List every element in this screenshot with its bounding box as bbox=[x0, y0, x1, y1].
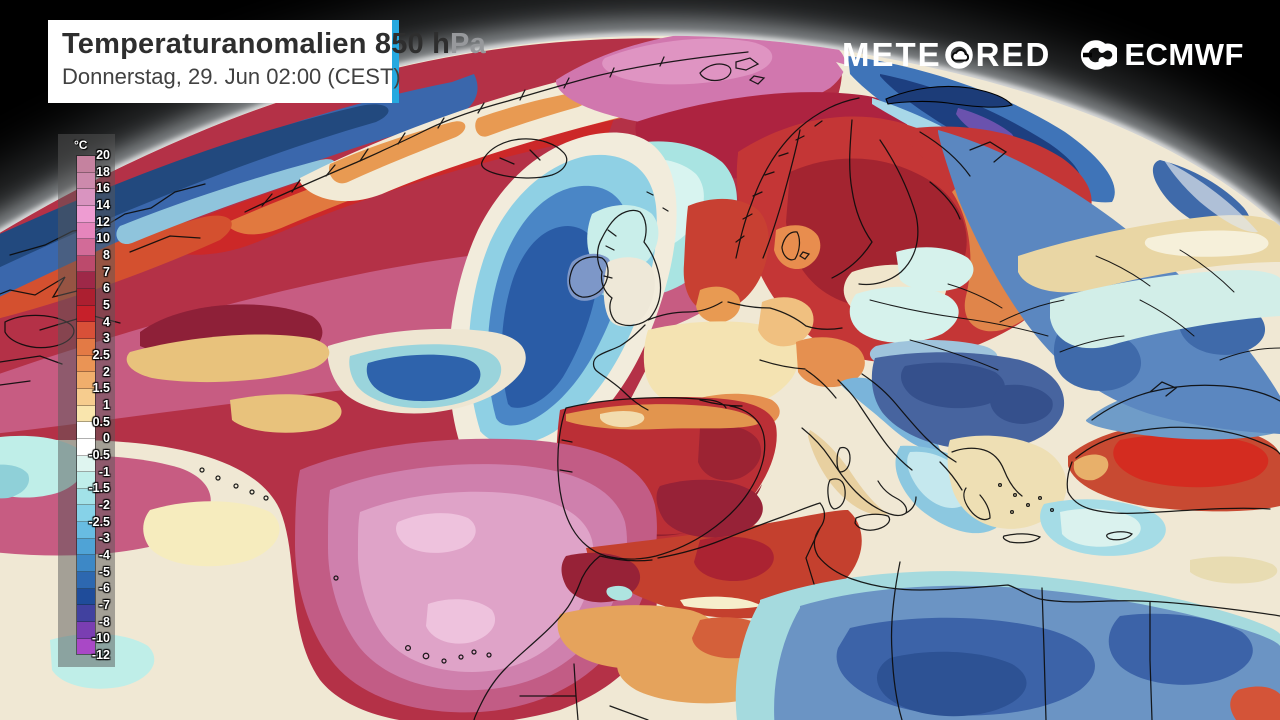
legend-cell bbox=[77, 388, 95, 406]
legend-cell bbox=[77, 305, 95, 323]
pressure-level-unit: Pa bbox=[450, 28, 486, 60]
legend-unit-label: °C bbox=[74, 138, 88, 152]
legend-tick-label: -6 bbox=[98, 581, 110, 596]
legend-tick-label: 4 bbox=[103, 314, 110, 329]
page-title-text: Temperaturanomalien 850 h bbox=[62, 28, 451, 60]
coastlines bbox=[0, 51, 1280, 720]
legend-tick-label: 7 bbox=[103, 264, 110, 279]
legend-tick-label: -7 bbox=[98, 598, 110, 612]
ecmwf-wordmark: ECMWF bbox=[1124, 37, 1244, 72]
legend-tick-label: 18 bbox=[96, 164, 110, 179]
legend-tick-label: -8 bbox=[98, 614, 110, 629]
legend-tick-label: 0 bbox=[103, 431, 110, 446]
legend-tick-label: 2.5 bbox=[92, 348, 110, 362]
legend-tick-label: -1 bbox=[98, 464, 110, 479]
legend-tick-label: 1 bbox=[103, 398, 110, 412]
page-title: Temperaturanomalien 850 hPa bbox=[62, 20, 486, 61]
legend-tick-label: 10 bbox=[96, 231, 110, 246]
legend-cell bbox=[77, 538, 95, 556]
legend-tick-label: 5 bbox=[103, 298, 110, 312]
legend-cell bbox=[77, 405, 95, 423]
legend-tick-label: 3 bbox=[103, 331, 110, 346]
legend-cell bbox=[77, 372, 95, 389]
branding-bar: METE RED ECMWF bbox=[842, 38, 1244, 71]
legend-tick-label: -3 bbox=[98, 531, 110, 546]
legend-tick-label: -1.5 bbox=[88, 481, 110, 496]
meteored-logo: METE RED bbox=[842, 38, 1051, 71]
legend-tick-label: 0.5 bbox=[92, 414, 110, 429]
legend-tick-label: 2 bbox=[103, 364, 110, 379]
meteored-sun-cloud-icon bbox=[944, 40, 973, 69]
legend-tick-label: -5 bbox=[98, 564, 110, 579]
legend-cell bbox=[77, 255, 95, 273]
legend-cell bbox=[77, 156, 95, 173]
legend-cell bbox=[77, 438, 95, 456]
legend-cell bbox=[77, 472, 95, 489]
legend-cell bbox=[77, 505, 95, 523]
legend-cell bbox=[77, 422, 95, 439]
legend-cell bbox=[77, 555, 95, 573]
legend-tick-label: -0.5 bbox=[88, 448, 110, 462]
legend-cell bbox=[77, 355, 95, 373]
legend-cell bbox=[77, 172, 95, 190]
legend-cell bbox=[77, 621, 95, 639]
legend-cell bbox=[77, 572, 95, 589]
title-card: Temperaturanomalien 850 hPa Donnerstag, … bbox=[48, 20, 486, 103]
legend-cell bbox=[77, 588, 95, 606]
legend-tick-label: 6 bbox=[103, 281, 110, 296]
legend-cell bbox=[77, 205, 95, 223]
legend-cell bbox=[77, 272, 95, 290]
legend-tick-label: -4 bbox=[98, 548, 110, 562]
legend-cell bbox=[77, 289, 95, 306]
timestamp: Donnerstag, 29. Jun 02:00 (CEST) bbox=[62, 64, 401, 90]
legend-tick-label: 20 bbox=[96, 148, 110, 162]
legend-cell bbox=[77, 222, 95, 240]
legend-cell bbox=[77, 239, 95, 256]
color-scale-legend: °C 20 18 16 14 12 10 8 7 6 5 4 3 2.5 2 1.5 1 0.5 0 -0.5 -1 -… bbox=[58, 134, 115, 667]
legend-tick-labels: 20 18 16 14 12 10 8 7 6 5 4 3 2.5 2 1.5 1 0.5 0 -0.5 -1 -1.5… bbox=[58, 134, 115, 667]
ecmwf-swirl-icon bbox=[1081, 39, 1118, 70]
legend-tick-label: -12 bbox=[91, 648, 110, 662]
legend-cell bbox=[77, 488, 95, 506]
legend-tick-label: 8 bbox=[103, 248, 110, 262]
legend-tick-label: 16 bbox=[96, 181, 110, 196]
meteored-wordmark-left: METE bbox=[842, 36, 942, 73]
meteored-wordmark-right: RED bbox=[975, 36, 1052, 73]
legend-tick-label: 14 bbox=[96, 198, 110, 212]
legend-tick-label: -2 bbox=[98, 498, 110, 512]
legend-cell bbox=[77, 189, 95, 206]
legend-cell bbox=[77, 455, 95, 473]
legend-cell bbox=[77, 339, 95, 356]
legend-swatches bbox=[76, 155, 96, 655]
legend-cell bbox=[77, 322, 95, 340]
legend-tick-label: -2.5 bbox=[88, 514, 110, 529]
legend-cell bbox=[77, 638, 95, 655]
legend-tick-label: -10 bbox=[91, 631, 110, 646]
legend-cell bbox=[77, 522, 95, 539]
ecmwf-logo: ECMWF bbox=[1075, 39, 1244, 70]
legend-tick-label: 1.5 bbox=[92, 381, 110, 396]
legend-tick-label: 12 bbox=[96, 214, 110, 229]
legend-cell bbox=[77, 605, 95, 622]
